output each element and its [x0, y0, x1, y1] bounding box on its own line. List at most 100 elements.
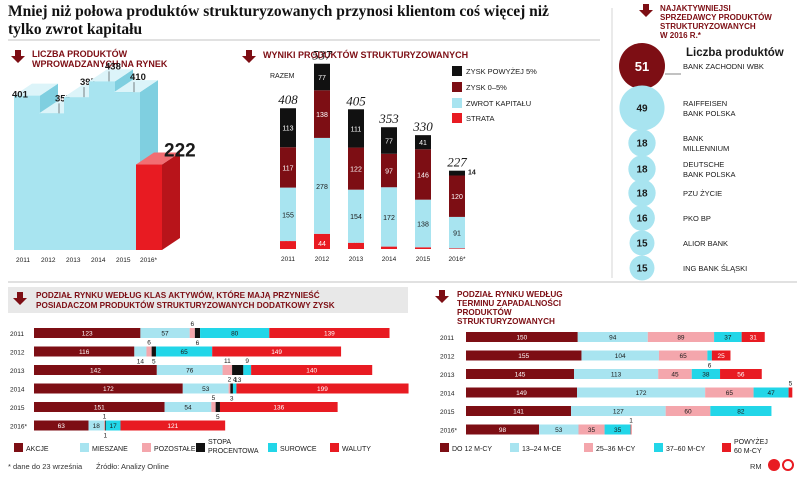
segment-value: 82 — [737, 409, 745, 416]
year-tick: 2013 — [66, 257, 81, 264]
segment-value: 6 — [147, 340, 151, 347]
down-arrow-icon — [639, 4, 653, 17]
maturity-segment-25-36-m-cy — [647, 332, 715, 342]
result-segment-zwrot-kapita-u — [314, 137, 330, 234]
segment-value: 120 — [451, 194, 463, 201]
segment-value: 53 — [555, 427, 563, 434]
maturity-segment-25-36-m-cy — [665, 406, 711, 416]
legend-swatch — [452, 98, 462, 108]
maturity-segment-37-60-m-cy — [691, 369, 721, 379]
asset-segment-stopa-procentowa — [215, 402, 220, 412]
cube-value: 355 — [55, 93, 72, 104]
segment-value: 140 — [306, 368, 317, 375]
maturity-segment-37-60-m-cy — [710, 406, 772, 416]
segment-value: 1 — [104, 433, 108, 440]
maturity-segment-powy-ej-60-m-cy — [711, 350, 731, 361]
maturity-segment-37-60-m-cy — [707, 350, 712, 361]
maturity-segment-37-60-m-cy — [714, 332, 742, 342]
segment-value: 104 — [615, 353, 626, 360]
seller-value: 18 — [636, 165, 648, 176]
legend-label: 37–60 M-CY — [666, 446, 706, 453]
maturity-segment-25-36-m-cy — [658, 350, 708, 361]
total-value: 405 — [346, 93, 366, 108]
year-tick: 2013 — [349, 256, 364, 263]
year-tick: 2013 — [440, 372, 455, 379]
legend-swatch — [196, 443, 205, 452]
maturity-segment-do-12-m-cy — [466, 406, 572, 416]
year-tick: 2012 — [41, 257, 56, 264]
seller-bubble — [628, 179, 656, 207]
segment-value: 4 — [233, 377, 237, 384]
seller-name: BANK — [683, 134, 703, 143]
year-tick: 2012 — [440, 354, 455, 361]
result-segment-zysk-0-5 — [415, 149, 431, 200]
legend-label: STRATA — [466, 114, 494, 123]
year-tick: 2011 — [10, 331, 24, 338]
legend-label: ZWROT KAPITAŁU — [466, 99, 531, 108]
result-segment-zysk-powy-ej-5 — [415, 135, 431, 150]
cube-top — [14, 83, 58, 96]
cube-value: 401 — [12, 90, 29, 101]
cube-top — [89, 69, 133, 82]
segment-value: 5 — [789, 381, 793, 388]
year-tick: 2016* — [140, 257, 157, 264]
legend-label: STOPA — [208, 439, 231, 446]
legend-swatch — [268, 443, 277, 452]
assets-title: POSIADACZOM PRODUKTÓW STRUKTURYZOWANYCH … — [36, 299, 335, 310]
year-tick: 2015 — [440, 409, 455, 416]
segment-value: 38 — [702, 372, 710, 379]
year-tick: 2016* — [449, 256, 466, 263]
segment-value: 97 — [385, 169, 393, 176]
segment-value: 123 — [82, 331, 93, 338]
maturity-segment-do-12-m-cy — [466, 350, 582, 361]
result-segment-zwrot-kapita-u — [280, 187, 296, 242]
maturity-segment-do-12-m-cy — [466, 387, 578, 398]
year-tick: 2015 — [10, 405, 25, 412]
total-value: 227 — [447, 155, 467, 170]
cube-top — [136, 152, 180, 165]
result-segment-zysk-0-5 — [280, 147, 296, 188]
segment-value: 145 — [515, 372, 526, 379]
cube-top — [114, 80, 158, 93]
maturity-segment-powy-ej-60-m-cy — [741, 332, 765, 342]
result-segment-zysk-powy-ej-5 — [348, 109, 364, 148]
maturity-title: PRODUKTÓW — [457, 306, 512, 317]
year-tick: 2013 — [10, 368, 25, 375]
asset-segment-akcje — [34, 383, 183, 394]
segment-value: 44 — [318, 241, 326, 248]
cube-front — [39, 113, 65, 250]
asset-segment-mieszane — [182, 383, 229, 394]
asset-segment-akcje — [34, 420, 89, 431]
asset-segment-akcje — [34, 365, 157, 375]
seller-bubble — [629, 205, 655, 231]
asset-segment-waluty — [219, 402, 338, 412]
legend-label: 13–24 M-CE — [522, 446, 562, 453]
seller-bubble — [629, 230, 655, 256]
seller-value: 49 — [636, 104, 648, 115]
legend-swatch — [452, 66, 462, 76]
segment-value: 5 — [152, 359, 156, 366]
total-value: 330 — [412, 119, 433, 134]
result-segment-zysk-powy-ej-5 — [381, 127, 397, 154]
brand-logo-ring-icon — [782, 459, 794, 471]
segment-value: 11 — [224, 358, 231, 365]
segment-value: 138 — [417, 221, 429, 228]
segment-value: 65 — [180, 349, 188, 356]
seller-name: BANK ZACHODNI WBK — [683, 62, 764, 71]
segment-value: 77 — [385, 138, 393, 145]
asset-segment-mieszane — [156, 365, 223, 375]
products-title: LICZBA PRODUKTÓW — [32, 48, 128, 59]
segment-value: 14 — [468, 170, 476, 177]
result-segment-zysk-0-5 — [314, 90, 330, 138]
maturity-segment-powy-ej-60-m-cy — [630, 424, 632, 435]
segment-value: 3 — [230, 396, 234, 403]
asset-segment-surowce — [105, 420, 121, 431]
asset-segment-pozosta-e — [211, 402, 216, 412]
segment-value: 77 — [318, 75, 326, 82]
asset-segment-mieszane — [164, 402, 212, 412]
segment-value: 17 — [110, 423, 118, 430]
source-note: Źródło: Analizy Online — [96, 462, 169, 471]
seller-value: 18 — [636, 189, 648, 200]
sellers-title: NAJAKTYWNIEJSI — [660, 4, 731, 13]
maturity-segment-do-12-m-cy — [466, 424, 540, 435]
